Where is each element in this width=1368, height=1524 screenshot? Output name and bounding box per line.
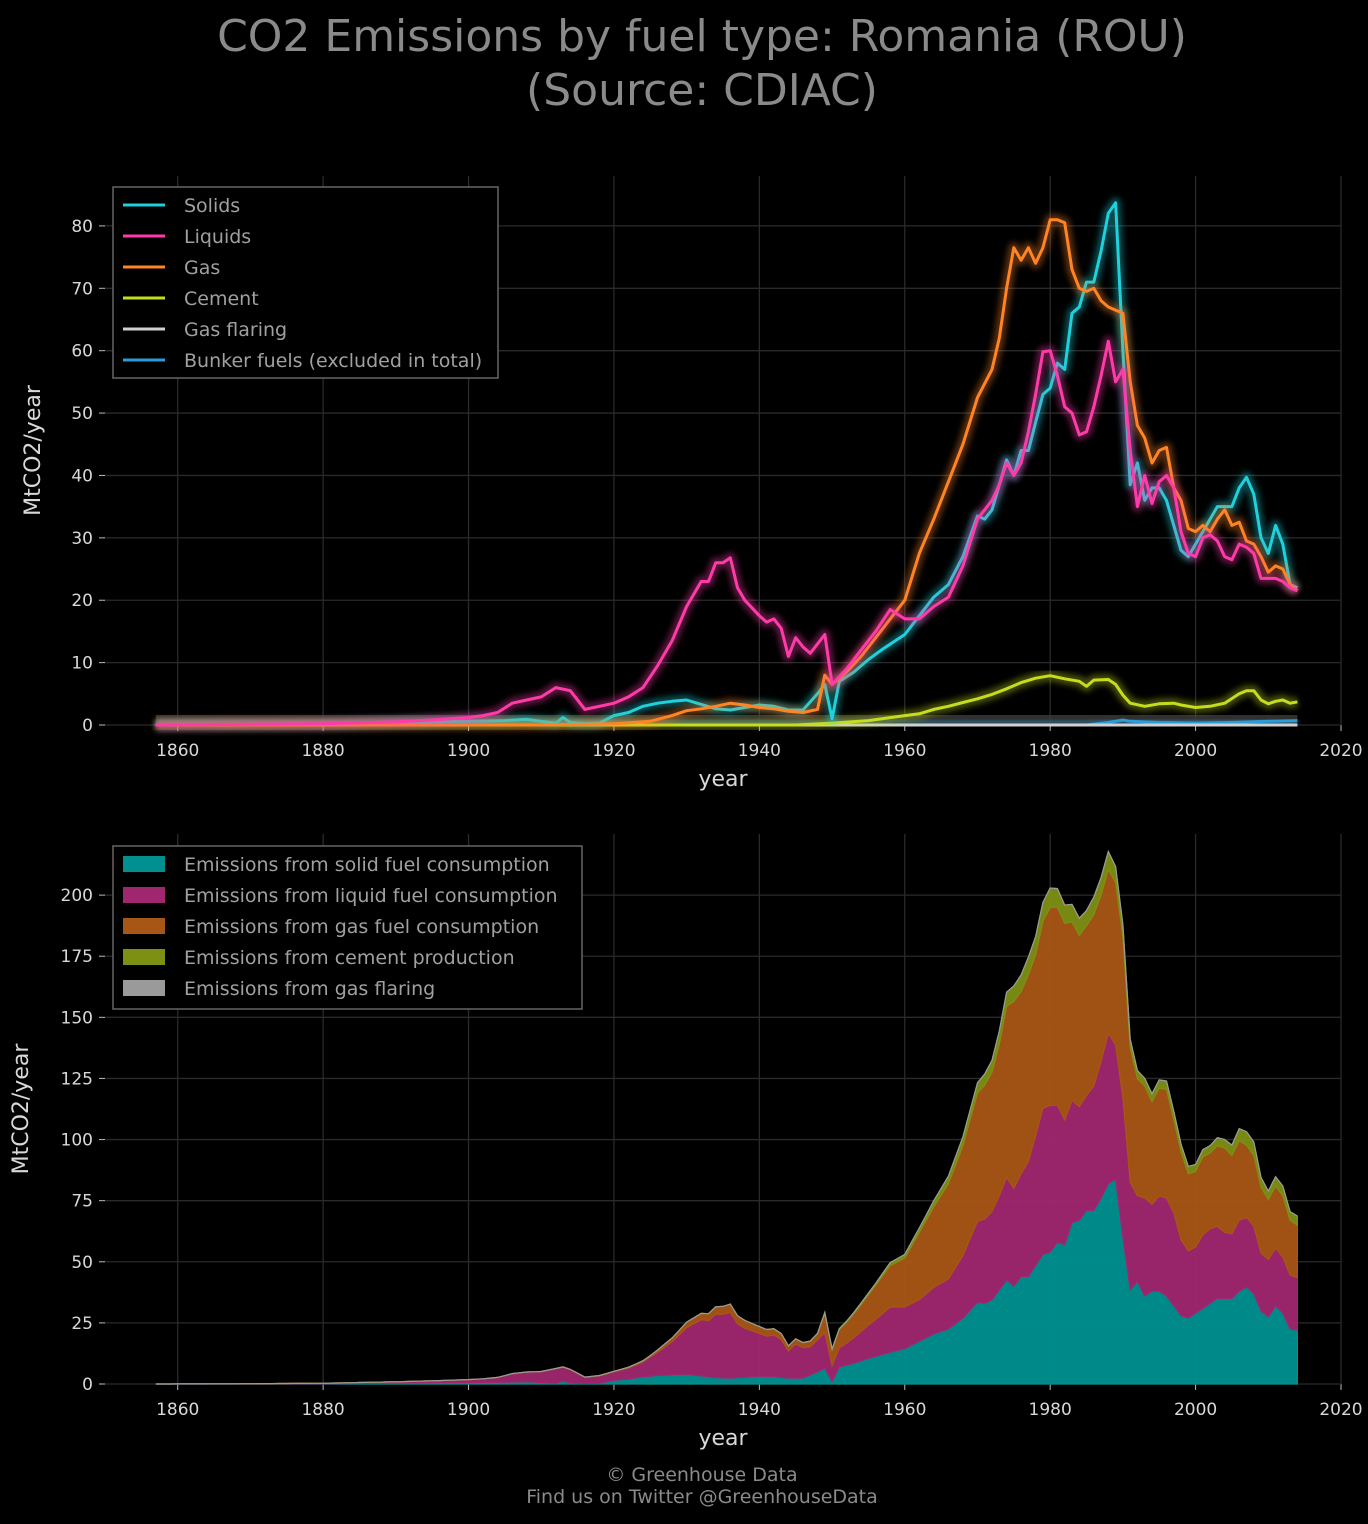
p1-series-line (155, 339, 1298, 727)
p2-xtick-label: 1880 (301, 1400, 344, 1420)
p2-ytick-label: 75 (71, 1192, 93, 1212)
line-chart-panel: 1860 1880 1900 1920 1940 1960 1980 2000 2020 0 10 2… (21, 176, 1363, 792)
p2-xtick-label: 1860 (156, 1400, 199, 1420)
p2-xtick-label: 1900 (447, 1400, 490, 1420)
p2-legend-swatch (123, 980, 165, 996)
p1-ytick-label: 0 (82, 716, 93, 736)
p1-xtick-label: 1900 (447, 741, 490, 761)
p1-xtick-label: 1920 (592, 741, 635, 761)
p2-legend-label: Emissions from gas fuel consumption (184, 916, 539, 938)
p2-ytick-label: 150 (61, 1008, 93, 1028)
p1-xtick-label: 1960 (883, 741, 926, 761)
p2-ytick-label: 175 (61, 947, 93, 967)
p2-ytick-label: 200 (61, 886, 93, 906)
p1-legend-frame (112, 186, 499, 379)
p2-xtick-label: 2020 (1319, 1400, 1362, 1420)
p2-legend-swatch (123, 856, 165, 872)
chart-title: CO2 Emissions by fuel type: Romania (ROU… (0, 10, 1368, 118)
p2-xtick-label: 1980 (1029, 1400, 1072, 1420)
p2-ytick-label: 100 (61, 1131, 93, 1151)
p2-legend-label: Emissions from cement production (184, 947, 515, 969)
p1-ytick-label: 10 (71, 654, 93, 674)
p1-legend-label: Gas (184, 257, 220, 279)
p2-ytick-label: 125 (61, 1069, 93, 1089)
p1-xtick-label: 2000 (1174, 741, 1217, 761)
p2-xtick-label: 2000 (1174, 1400, 1217, 1420)
p2-legend-swatch (123, 918, 165, 934)
p1-yaxis-label: MtCO2/year (21, 384, 46, 516)
p1-ytick-label: 20 (71, 591, 93, 611)
p1-xtick-label: 1860 (156, 741, 199, 761)
p1-ytick-label: 30 (71, 529, 93, 549)
p2-legend-label: Emissions from gas flaring (184, 978, 435, 1000)
p2-legend-swatch (123, 949, 165, 965)
p2-legend-label: Emissions from liquid fuel consumption (184, 885, 558, 907)
p2-legend-frame (112, 845, 583, 1010)
chart-title-line1: CO2 Emissions by fuel type: Romania (ROU… (217, 11, 1187, 62)
p2-area-4 (155, 849, 1298, 1385)
p1-xaxis-label: year (698, 767, 748, 792)
chart-title-line2: (Source: CDIAC) (526, 65, 878, 116)
p1-legend-label: Bunker fuels (excluded in total) (184, 350, 482, 372)
p2-legend-label: Emissions from solid fuel consumption (184, 854, 550, 876)
p2-xtick-label: 1920 (592, 1400, 635, 1420)
p1-legend-label: Gas flaring (184, 319, 287, 341)
p1-ytick-label: 70 (71, 279, 93, 299)
p2-xtick-label: 1940 (738, 1400, 781, 1420)
stacked-area-chart-panel: 1860 1880 1900 1920 1940 1960 1980 2000 2020 0 25 5… (9, 834, 1363, 1451)
p1-series-line (155, 674, 1298, 727)
footer: © Greenhouse Data Find us on Twitter @Gr… (0, 1464, 1368, 1508)
p2-xtick-label: 1960 (883, 1400, 926, 1420)
p2-ytick-label: 25 (71, 1314, 93, 1334)
p1-xtick-label: 1940 (738, 741, 781, 761)
p1-legend-label: Liquids (184, 226, 251, 248)
p2-ytick-label: 50 (71, 1253, 93, 1273)
p1-xtick-label: 1880 (301, 741, 344, 761)
footer-twitter: Find us on Twitter @GreenhouseData (526, 1486, 878, 1508)
footer-credit: © Greenhouse Data (606, 1464, 798, 1486)
p1-ytick-label: 50 (71, 404, 93, 424)
p1-series-line (155, 218, 1299, 727)
p2-legend-swatch (123, 887, 165, 903)
p2-yaxis-label: MtCO2/year (9, 1043, 34, 1175)
p1-legend-label: Solids (184, 195, 240, 217)
p1-legend-label: Cement (184, 288, 259, 310)
p1-ytick-label: 40 (71, 466, 93, 486)
p2-ytick-label: 0 (82, 1375, 93, 1395)
p1-ytick-label: 80 (71, 217, 93, 237)
p1-xtick-label: 2020 (1319, 741, 1362, 761)
p1-ytick-label: 60 (71, 342, 93, 362)
p2-xaxis-label: year (698, 1426, 748, 1451)
p1-xtick-label: 1980 (1029, 741, 1072, 761)
